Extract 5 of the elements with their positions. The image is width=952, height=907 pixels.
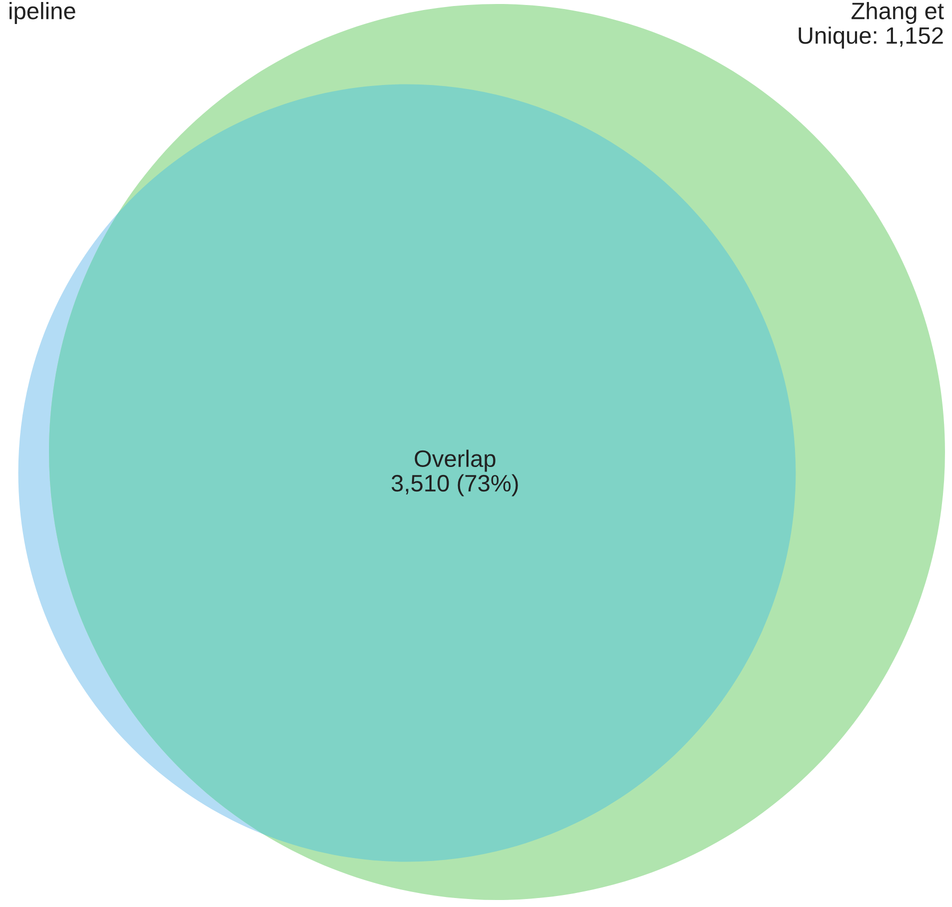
category-label: Overlap: [414, 450, 496, 472]
data-label: 3,510 (73%): [392, 474, 518, 496]
data-label: Unique: 1,152: [798, 26, 943, 49]
category-label: ipeline: [10, 2, 76, 24]
category-label: Zhang et: [852, 2, 944, 24]
